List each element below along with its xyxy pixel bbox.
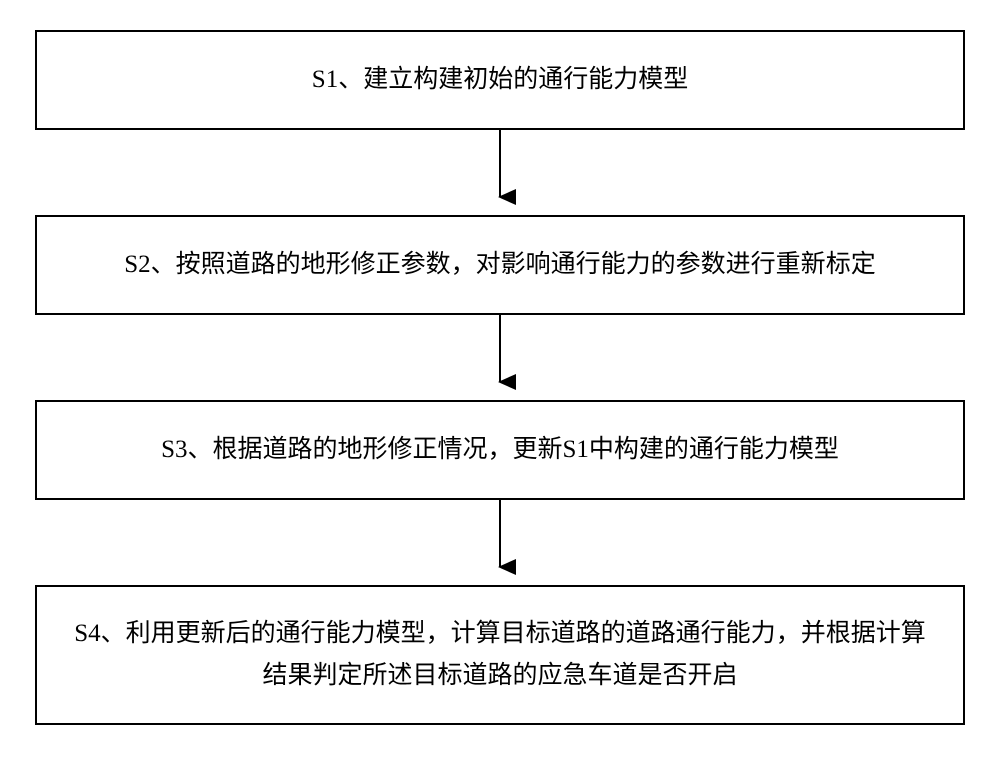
- flow-node-s4-label: S4、利用更新后的通行能力模型，计算目标道路的道路通行能力，并根据计算结果判定所…: [67, 613, 933, 698]
- flow-node-s1: S1、建立构建初始的通行能力模型: [35, 30, 965, 130]
- flow-node-s3-label: S3、根据道路的地形修正情况，更新S1中构建的通行能力模型: [161, 429, 839, 472]
- flow-node-s2: S2、按照道路的地形修正参数，对影响通行能力的参数进行重新标定: [35, 215, 965, 315]
- flow-node-s1-label: S1、建立构建初始的通行能力模型: [312, 59, 688, 102]
- flow-node-s2-label: S2、按照道路的地形修正参数，对影响通行能力的参数进行重新标定: [124, 244, 875, 287]
- flow-node-s4: S4、利用更新后的通行能力模型，计算目标道路的道路通行能力，并根据计算结果判定所…: [35, 585, 965, 725]
- flow-node-s3: S3、根据道路的地形修正情况，更新S1中构建的通行能力模型: [35, 400, 965, 500]
- flowchart-canvas: S1、建立构建初始的通行能力模型 S2、按照道路的地形修正参数，对影响通行能力的…: [0, 0, 1000, 773]
